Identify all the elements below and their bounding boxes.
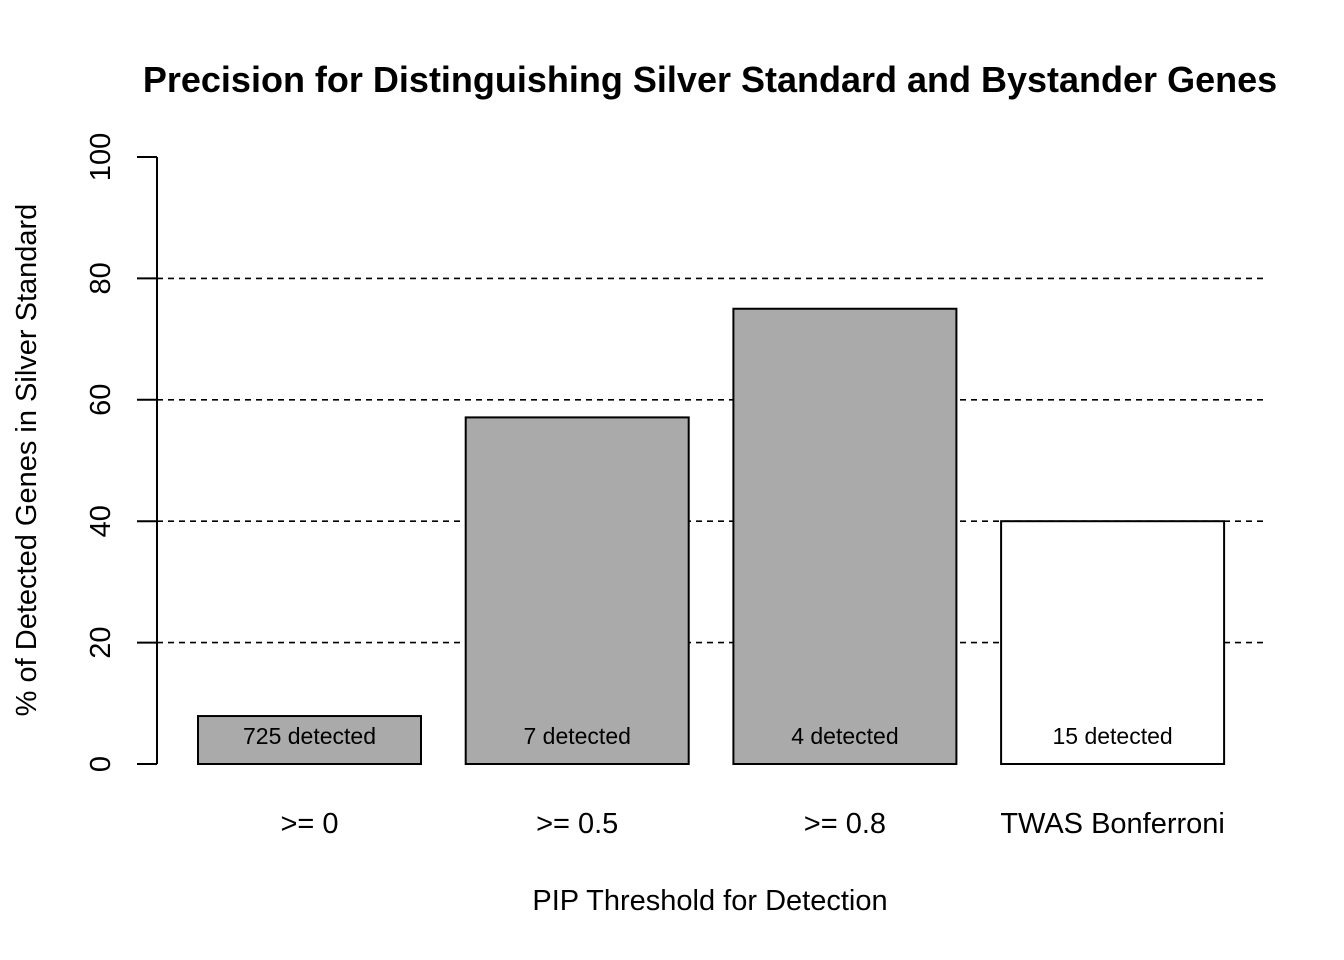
y-tick-label: 20 (85, 626, 117, 658)
x-tick-label: >= 0.8 (804, 808, 886, 840)
y-tick-label: 100 (85, 133, 117, 181)
x-tick-label: >= 0.5 (536, 808, 618, 840)
x-axis-label: PIP Threshold for Detection (532, 885, 887, 917)
grid-layer (157, 277, 1265, 644)
y-tick-label: 40 (85, 505, 117, 537)
x-tick-label: >= 0 (280, 808, 338, 840)
x-tick-label: TWAS Bonferroni (1000, 808, 1225, 840)
bar-data-label: 4 detected (791, 723, 898, 749)
y-tick-label: 60 (85, 384, 117, 416)
y-axis-label: % of Detected Genes in Silver Standard (11, 204, 43, 717)
bar (197, 715, 422, 765)
bar (464, 416, 690, 765)
y-tick-label: 0 (85, 756, 117, 772)
bar-data-label: 7 detected (523, 723, 630, 749)
x-category-labels: >= 0 >= 0.5 >= 0.8 TWAS Bonferroni (280, 808, 1224, 840)
bar-layer: 725 detected 7 detected 4 detected 15 detec… (197, 307, 1226, 766)
bar-data-label: 725 detected (243, 723, 376, 749)
bar-data-label: 15 detected (1052, 723, 1172, 749)
bar (732, 307, 958, 765)
y-axis: 0 20 40 60 80 100 (85, 133, 158, 772)
chart-title: Precision for Distinguishing Silver Stan… (143, 59, 1277, 100)
y-tick-label: 80 (85, 262, 117, 294)
bar (1000, 520, 1226, 766)
